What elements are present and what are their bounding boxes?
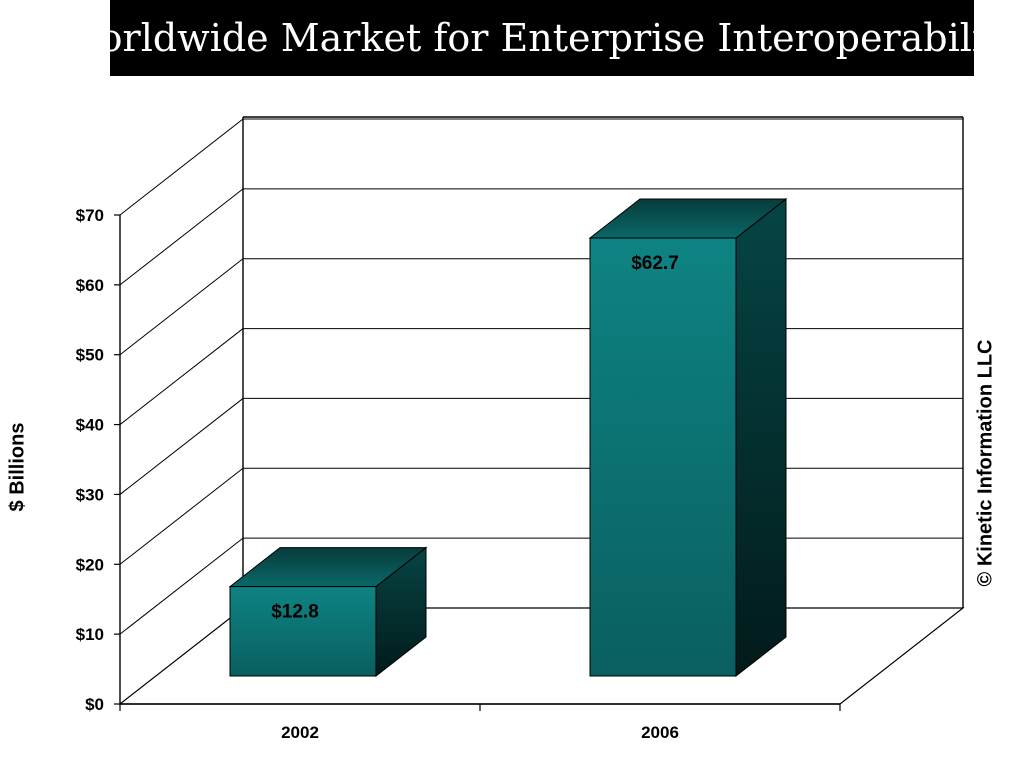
y-tick-label: $30 bbox=[76, 485, 104, 504]
gridline-side-10 bbox=[119, 537, 244, 635]
y-tick-label: $40 bbox=[76, 416, 104, 435]
title-banner: Worldwide Market for Enterprise Interope… bbox=[63, 0, 1021, 76]
y-tick-label: $10 bbox=[76, 625, 104, 644]
data-label: $62.7 bbox=[631, 253, 679, 274]
y-tick-label: $0 bbox=[85, 695, 104, 714]
y-tick-label: $60 bbox=[76, 276, 104, 295]
gridline-side-20 bbox=[119, 467, 244, 565]
gridline-side-60 bbox=[119, 188, 244, 286]
y-tick-label: $50 bbox=[76, 346, 104, 365]
gridline-side-50 bbox=[119, 258, 244, 356]
gridline-side-70 bbox=[119, 118, 244, 216]
x-tick-label: 2006 bbox=[641, 723, 679, 742]
chart-title: Worldwide Market for Enterprise Interope… bbox=[63, 16, 1021, 60]
gridline-side-40 bbox=[119, 328, 244, 425]
y-tick-label: $70 bbox=[76, 206, 104, 225]
bar-front bbox=[589, 237, 737, 677]
y-tick-label: $20 bbox=[76, 555, 104, 574]
bar-front bbox=[229, 586, 377, 677]
bar-side bbox=[735, 197, 787, 678]
x-tick-label: 2002 bbox=[281, 723, 319, 742]
bar-2002 bbox=[228, 546, 428, 678]
gridline-side-30 bbox=[119, 398, 244, 495]
data-label: $12.8 bbox=[271, 602, 319, 623]
bar-2006 bbox=[588, 197, 788, 678]
